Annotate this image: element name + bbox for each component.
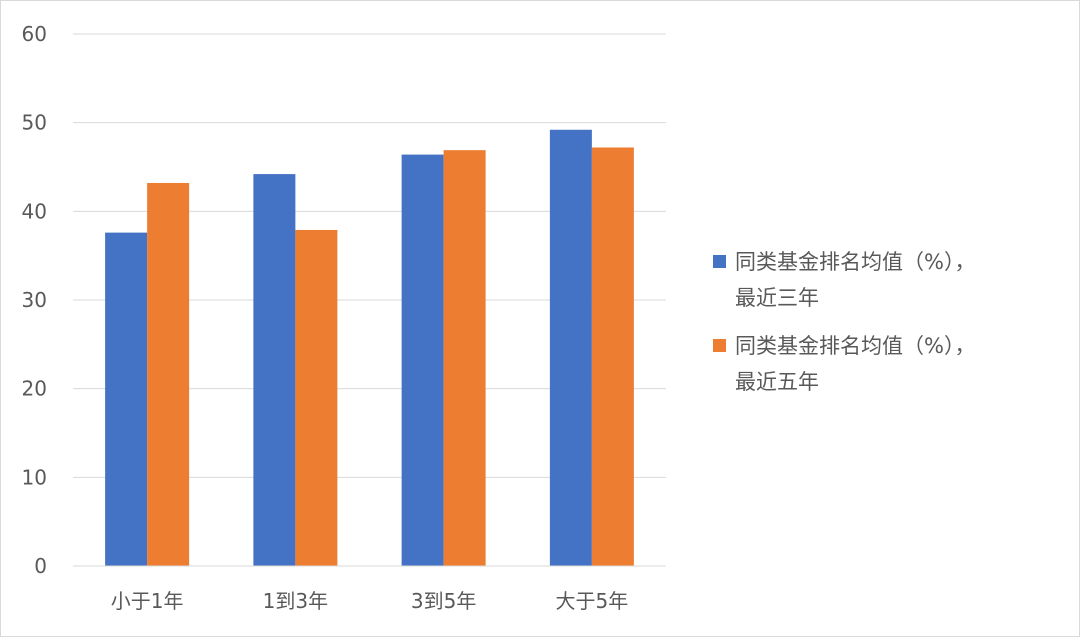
bar-series-2-2 bbox=[295, 229, 338, 566]
y-tick-label: 40 bbox=[22, 199, 47, 223]
x-tick-label: 大于5年 bbox=[556, 589, 629, 613]
bar-series-1-4 bbox=[549, 129, 592, 566]
legend-item-1: 同类基金排名均值（%）， 最近三年 bbox=[713, 250, 975, 310]
y-tick-label: 10 bbox=[22, 465, 47, 489]
bar-series-1-3 bbox=[401, 154, 444, 566]
x-tick-label: 1到3年 bbox=[263, 589, 328, 613]
legend-label: 同类基金排名均值（%）， bbox=[735, 334, 975, 358]
legend-swatch bbox=[713, 255, 726, 268]
bar-series-1-2 bbox=[253, 174, 296, 567]
y-tick-label: 0 bbox=[34, 554, 47, 578]
bar-series-2-3 bbox=[443, 150, 486, 567]
bar-series-1-1 bbox=[105, 232, 148, 566]
legend-label: 最近三年 bbox=[735, 286, 819, 310]
legend-item-2: 同类基金排名均值（%）， 最近五年 bbox=[713, 334, 975, 394]
bar-series-2-1 bbox=[147, 182, 190, 566]
x-tick-labels: 小于1年 1到3年 3到5年 大于5年 bbox=[111, 589, 628, 613]
y-tick-labels: 0 10 20 30 40 50 60 bbox=[22, 22, 47, 578]
x-tick-label: 3到5年 bbox=[411, 589, 476, 613]
legend-label: 最近五年 bbox=[735, 370, 819, 394]
y-tick-label: 20 bbox=[22, 377, 47, 401]
y-tick-label: 50 bbox=[22, 111, 47, 135]
legend-label: 同类基金排名均值（%）， bbox=[735, 250, 975, 274]
legend-swatch bbox=[713, 339, 726, 352]
x-tick-label: 小于1年 bbox=[111, 589, 184, 613]
y-tick-label: 60 bbox=[22, 22, 47, 46]
y-tick-label: 30 bbox=[22, 288, 47, 312]
bar-series-2-4 bbox=[591, 147, 634, 566]
bars bbox=[105, 129, 634, 567]
